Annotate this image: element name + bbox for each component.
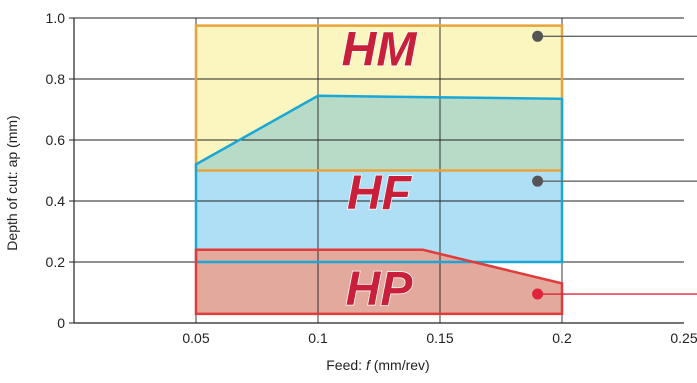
x-axis-label: Feed: f (mm/rev) [326,357,429,373]
outline-layer [194,24,564,316]
x-axis-label-prefix: Feed: [326,357,366,373]
x-axis-label-variable: f [366,357,372,373]
x-tick-label: 0.15 [426,330,453,346]
x-axis-label-suffix: (mm/rev) [370,357,430,373]
region-hf-marker [532,175,544,187]
y-tick-label: 0.6 [46,132,66,148]
x-tick-label: 0.25 [670,330,697,346]
y-tick-label: 0.2 [46,254,66,270]
y-axis-label: Depth of cut: ap (mm) [4,115,20,250]
region-hp-fill [196,249,562,314]
region-overlap-fill [196,95,562,171]
region-hp-label: HP [346,263,414,316]
overlap-layer [196,95,562,171]
region-hp-marker [532,288,544,300]
y-tick-label: 1.0 [46,10,66,26]
x-tick-label: 0.1 [308,330,328,346]
region-hf-label: HF [347,167,413,220]
y-tick-label: 0.8 [46,71,66,87]
logo-layer: HM HF HP [341,23,418,317]
axis-layer: 0 0.2 0.4 0.6 0.8 1.0 0.05 0.1 0.15 0.2 0.25 [46,10,697,346]
x-tick-label: 0.05 [182,330,209,346]
y-tick-label: 0.4 [46,193,66,209]
y-tick-label: 0 [57,315,65,331]
region-hm-label: HM [342,24,418,77]
region-hm-marker [532,30,544,42]
region-hf-outline [194,94,564,264]
x-tick-label: 0.2 [552,330,572,346]
region-hp-outline [194,248,564,316]
marker-layer [532,30,697,300]
